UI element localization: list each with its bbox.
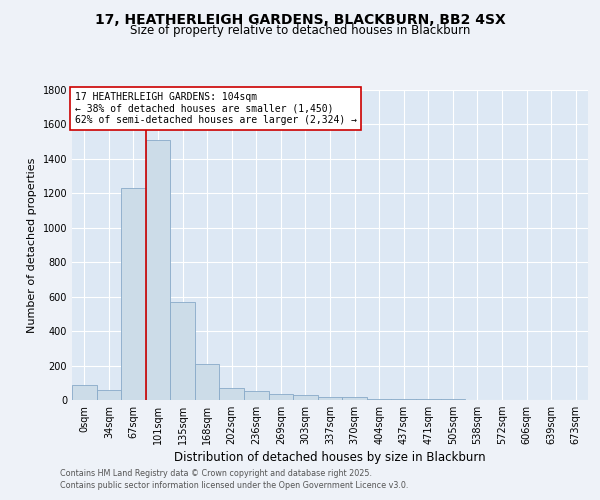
Bar [220,388,244,400]
Bar [293,395,318,400]
Bar [244,390,269,400]
Text: Size of property relative to detached houses in Blackburn: Size of property relative to detached ho… [130,24,470,37]
Bar [342,398,367,400]
Text: 17, HEATHERLEIGH GARDENS, BLACKBURN, BB2 4SX: 17, HEATHERLEIGH GARDENS, BLACKBURN, BB2… [95,12,505,26]
Bar [269,394,293,400]
Text: Contains HM Land Registry data © Crown copyright and database right 2025.: Contains HM Land Registry data © Crown c… [60,468,372,477]
Bar [318,396,342,400]
Bar [121,188,146,400]
X-axis label: Distribution of detached houses by size in Blackburn: Distribution of detached houses by size … [174,452,486,464]
Bar [391,399,416,400]
Text: Contains public sector information licensed under the Open Government Licence v3: Contains public sector information licen… [60,481,409,490]
Bar [367,398,391,400]
Bar [97,390,121,400]
Bar [72,386,97,400]
Y-axis label: Number of detached properties: Number of detached properties [27,158,37,332]
Bar [146,140,170,400]
Text: 17 HEATHERLEIGH GARDENS: 104sqm
← 38% of detached houses are smaller (1,450)
62%: 17 HEATHERLEIGH GARDENS: 104sqm ← 38% of… [74,92,356,124]
Bar [195,364,220,400]
Bar [170,302,195,400]
